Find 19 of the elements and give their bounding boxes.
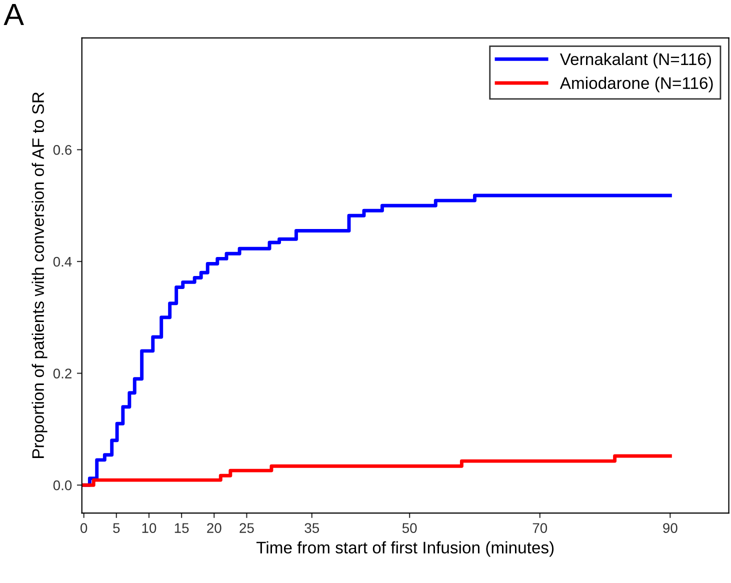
y-axis-title: Proportion of patients with conversion of AF to SR [32,92,48,458]
x-tick-label: 70 [532,523,548,533]
legend-label: Vernakalant (N=116) [560,52,711,68]
y-tick-label: 0.6 [53,145,72,155]
x-tick-label: 15 [174,523,189,533]
x-tick-label: 20 [207,523,222,533]
x-tick-label: 50 [402,523,417,533]
legend-label: Amiodarone (N=116) [560,76,713,92]
text: A [4,4,24,26]
y-tick-label: 0.0 [53,480,72,490]
x-axis-title: Time from start of first Infusion (minutes) [256,541,554,557]
x-tick-label: 10 [142,523,156,533]
y-tick-label: 0.4 [53,256,72,267]
y-tick-label: 0.2 [53,368,72,378]
x-tick-label: 5 [113,523,120,533]
x-tick-label: 0 [80,523,88,533]
x-tick-label: 25 [240,523,254,533]
x-tick-label: 35 [304,523,319,533]
x-tick-label: 90 [663,523,678,533]
